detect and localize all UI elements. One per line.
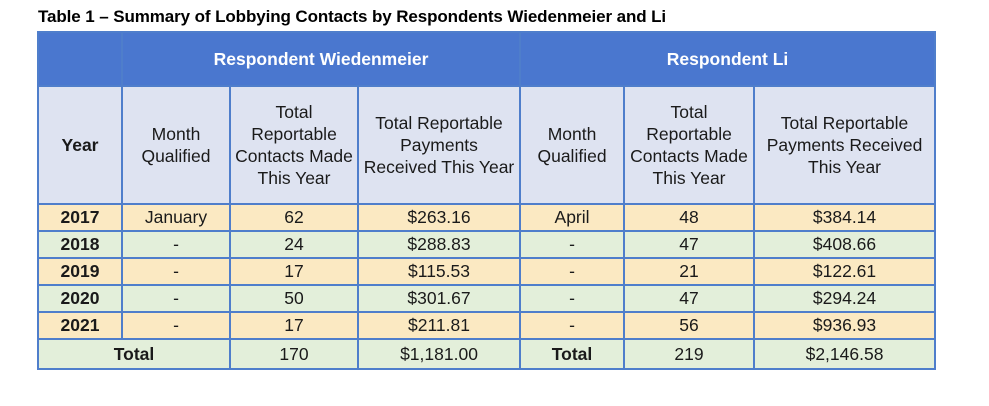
col-header-w-payments: Total Reportable Payments Received This … [356, 85, 522, 205]
cell-l-contacts: 48 [623, 203, 756, 232]
table-row: 2020 - 50 $301.67 - 47 $294.24 [37, 284, 937, 313]
cell-l-payments: $408.66 [753, 230, 937, 259]
cell-l-contacts: 47 [623, 230, 756, 259]
cell-year: 2021 [37, 311, 123, 340]
total-row: Total 170 $1,181.00 Total 219 $2,146.58 [37, 338, 937, 370]
cell-l-month: - [519, 257, 626, 286]
cell-w-contacts: 17 [229, 257, 359, 286]
total-l-contacts: 219 [623, 338, 756, 370]
cell-year: 2018 [37, 230, 123, 259]
cell-w-payments: $301.67 [356, 284, 522, 313]
cell-w-payments: $263.16 [356, 203, 522, 232]
cell-year: 2019 [37, 257, 123, 286]
cell-w-month: - [121, 230, 231, 259]
total-w-contacts: 170 [229, 338, 359, 370]
table-row: 2017 January 62 $263.16 April 48 $384.14 [37, 203, 937, 232]
col-header-l-month: Month Qualified [519, 85, 626, 205]
cell-l-payments: $936.93 [753, 311, 937, 340]
cell-w-month: January [121, 203, 231, 232]
cell-l-payments: $384.14 [753, 203, 937, 232]
group-header-wiedenmeier: Respondent Wiedenmeier [120, 31, 522, 87]
cell-year: 2020 [37, 284, 123, 313]
total-label-wiedenmeier: Total [37, 338, 231, 370]
cell-l-month: April [519, 203, 626, 232]
group-header-li: Respondent Li [519, 31, 937, 87]
col-header-l-payments: Total Reportable Payments Received This … [753, 85, 937, 205]
cell-l-payments: $122.61 [753, 257, 937, 286]
cell-l-month: - [519, 311, 626, 340]
cell-w-month: - [121, 284, 231, 313]
total-label-li: Total [519, 338, 626, 370]
cell-w-month: - [121, 311, 231, 340]
cell-l-payments: $294.24 [753, 284, 937, 313]
col-header-l-contacts: Total Reportable Contacts Made This Year [623, 85, 756, 205]
cell-w-month: - [121, 257, 231, 286]
cell-w-contacts: 62 [229, 203, 359, 232]
cell-w-payments: $211.81 [356, 311, 522, 340]
cell-w-payments: $115.53 [356, 257, 522, 286]
lobbying-summary-table: Respondent Wiedenmeier Respondent Li Yea… [37, 31, 937, 370]
cell-l-month: - [519, 284, 626, 313]
table-row: 2018 - 24 $288.83 - 47 $408.66 [37, 230, 937, 259]
cell-w-contacts: 17 [229, 311, 359, 340]
cell-w-contacts: 50 [229, 284, 359, 313]
group-header-blank [37, 31, 123, 87]
table-row: 2021 - 17 $211.81 - 56 $936.93 [37, 311, 937, 340]
cell-l-contacts: 56 [623, 311, 756, 340]
total-l-payments: $2,146.58 [753, 338, 937, 370]
group-header-row: Respondent Wiedenmeier Respondent Li [37, 31, 937, 87]
cell-l-month: - [519, 230, 626, 259]
col-header-w-contacts: Total Reportable Contacts Made This Year [229, 85, 359, 205]
total-w-payments: $1,181.00 [356, 338, 522, 370]
cell-l-contacts: 47 [623, 284, 756, 313]
table-caption: Table 1 – Summary of Lobbying Contacts b… [38, 7, 667, 26]
col-header-year: Year [37, 85, 123, 205]
cell-w-payments: $288.83 [356, 230, 522, 259]
cell-l-contacts: 21 [623, 257, 756, 286]
table-row: 2019 - 17 $115.53 - 21 $122.61 [37, 257, 937, 286]
cell-year: 2017 [37, 203, 123, 232]
cell-w-contacts: 24 [229, 230, 359, 259]
col-header-w-month: Month Qualified [121, 85, 231, 205]
column-header-row: Year Month Qualified Total Reportable Co… [37, 85, 937, 205]
